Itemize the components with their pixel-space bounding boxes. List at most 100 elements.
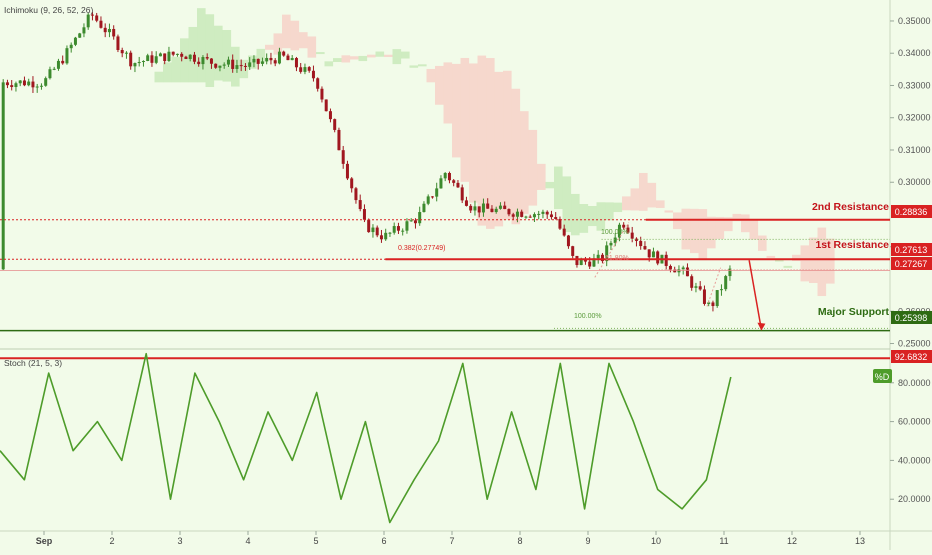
- cloud-segment: [528, 129, 538, 206]
- candle-body: [409, 220, 413, 222]
- cloud-segment: [350, 56, 359, 60]
- svg-text:92.6832: 92.6832: [895, 352, 928, 362]
- ichimoku-indicator-label[interactable]: Ichimoku (9, 26, 52, 26): [4, 5, 93, 15]
- candle-body: [180, 53, 184, 57]
- candle-body: [511, 214, 515, 217]
- candle-body: [622, 224, 626, 228]
- candle-body: [379, 235, 383, 240]
- candle-body: [260, 61, 264, 64]
- cloud-segment: [435, 65, 444, 105]
- candle-body: [90, 14, 94, 16]
- candle-body: [520, 211, 524, 217]
- candle-body: [39, 85, 43, 87]
- candle-body: [609, 242, 613, 246]
- candle-body: [507, 209, 511, 215]
- cloud-segment: [545, 181, 555, 189]
- projection-arrow-line: [748, 260, 763, 330]
- cloud-segment: [443, 62, 453, 124]
- stoch-d-badge[interactable]: %D: [873, 369, 892, 383]
- candle-body: [418, 212, 422, 224]
- candle-body: [575, 255, 579, 266]
- stoch-tick-label: 80.0000: [898, 378, 931, 388]
- cloud-segment: [299, 32, 308, 49]
- cloud-segment: [800, 245, 810, 282]
- cloud-segment: [418, 64, 427, 67]
- stoch-tick-label: 20.0000: [898, 494, 931, 504]
- price-tick-label: 0.35000: [898, 16, 931, 26]
- time-tick-label: 13: [855, 536, 865, 546]
- candle-body: [133, 63, 137, 67]
- candle-body: [481, 203, 485, 213]
- cloud-segment: [171, 56, 181, 83]
- candle-body: [214, 63, 218, 68]
- time-tick-label: 2: [109, 536, 114, 546]
- stoch-indicator-label[interactable]: Stoch (21, 5, 3): [4, 358, 62, 368]
- price-tick-label: 0.31000: [898, 145, 931, 155]
- candle-body: [664, 254, 668, 266]
- candle-body: [630, 232, 634, 239]
- cloud-segment: [401, 51, 410, 59]
- candle-body: [235, 65, 239, 69]
- cloud-segment: [571, 193, 580, 236]
- candle-body: [651, 251, 655, 258]
- projection-arrow-head: [757, 322, 766, 331]
- cloud-segment: [817, 227, 827, 297]
- candle-body: [99, 20, 103, 28]
- candle-body: [303, 67, 307, 72]
- cloud-segment: [681, 208, 691, 250]
- time-tick-label: 3: [177, 536, 182, 546]
- cloud-segment: [520, 111, 529, 214]
- candle-body: [554, 217, 558, 219]
- candle-body: [719, 289, 723, 291]
- fib-100-upper-label: 100.00%: [601, 229, 629, 236]
- candle-body: [396, 226, 400, 231]
- stoch-axis[interactable]: 80.0000 60.0000 40.0000 20.0000: [890, 378, 931, 504]
- candle-body: [579, 259, 583, 266]
- candle-body: [328, 111, 332, 120]
- candle-body: [528, 216, 532, 218]
- candle-body: [498, 205, 502, 209]
- candle-body: [184, 56, 188, 60]
- candle-body: [668, 265, 672, 270]
- candle-body: [82, 27, 86, 34]
- candle-body: [677, 269, 681, 273]
- candle-body: [426, 196, 430, 204]
- candle-body: [698, 286, 702, 290]
- candle-body: [218, 65, 222, 68]
- candle-body: [588, 261, 592, 267]
- second-resistance-label: 2nd Resistance: [812, 201, 889, 213]
- price-tick-label: 0.25000: [898, 339, 931, 349]
- candle-body: [634, 238, 638, 241]
- candle-body: [311, 70, 315, 79]
- candle-body: [503, 205, 507, 210]
- cloud-segment: [664, 210, 674, 213]
- cloud-segment: [248, 55, 257, 69]
- candle-body: [447, 172, 451, 181]
- time-axis[interactable]: Sep 2 3 4 5 6 7 8 9 10 11 12 13: [36, 531, 865, 546]
- cloud-segment: [732, 213, 742, 222]
- cloud-segment: [486, 58, 495, 229]
- fib-100-lower-label: 100.00%: [574, 313, 602, 320]
- candle-body: [56, 60, 60, 69]
- candle-body: [243, 65, 247, 67]
- candle-body: [354, 188, 358, 201]
- candle-body: [711, 302, 715, 307]
- candle-body: [443, 172, 447, 179]
- candle-body: [226, 59, 230, 65]
- cloud-segment: [316, 52, 325, 55]
- candle-body: [248, 62, 252, 67]
- candle-body: [345, 163, 349, 179]
- price-axis[interactable]: 0.35000 0.34000 0.33000 0.32000 0.31000 0.300…: [890, 16, 931, 349]
- cloud-segment: [375, 51, 385, 57]
- candle-body: [307, 67, 311, 71]
- cloud-segment: [826, 238, 835, 284]
- candle-body: [116, 36, 120, 50]
- cloud-segment: [511, 88, 521, 225]
- candle-body: [350, 178, 354, 189]
- candle-body: [103, 27, 107, 33]
- candle-body: [367, 219, 371, 233]
- candlestick-series: [1, 12, 732, 312]
- fib-618-label: 61.80%: [605, 255, 629, 262]
- cloud-segment: [392, 49, 402, 65]
